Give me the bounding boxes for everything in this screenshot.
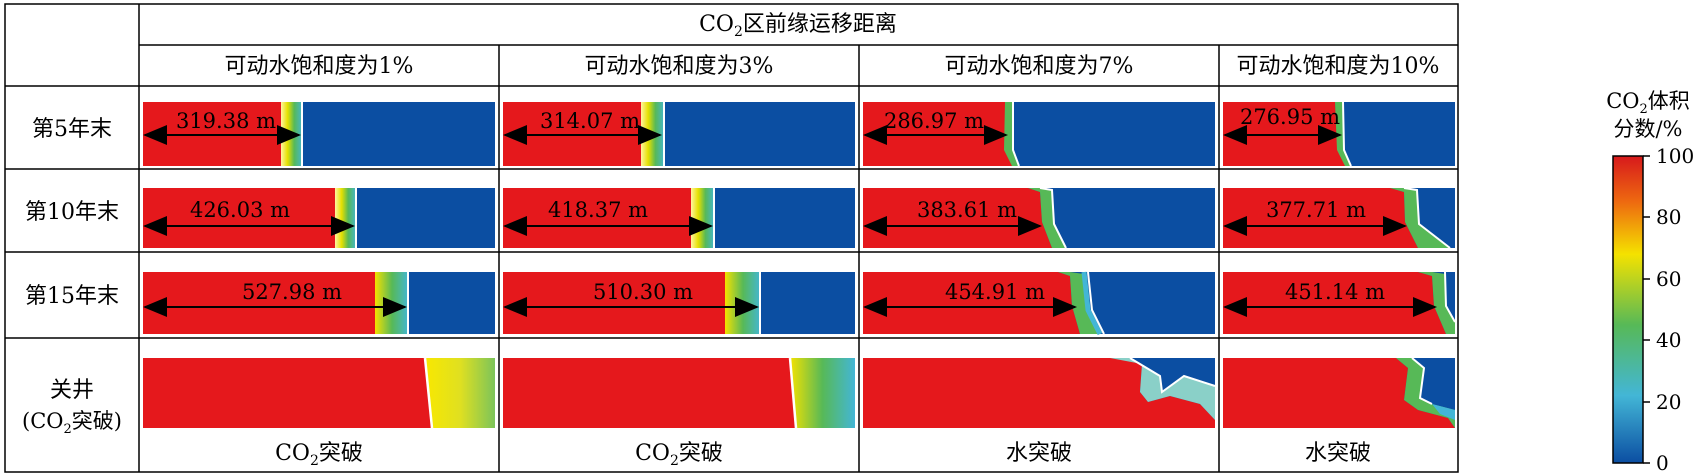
- row-label-year5: 第5年末: [32, 117, 112, 142]
- row-label-year10: 第10年末: [25, 200, 119, 225]
- column-header-3: 可动水饱和度为7%: [945, 54, 1134, 79]
- colorbar-tick-60: 60: [1656, 267, 1681, 291]
- main-header: CO2区前缘运移距离: [699, 12, 897, 40]
- table-grid: [4, 3, 1459, 473]
- panel-r2-c3: [863, 187, 1215, 249]
- distance-label-r3-c1: 527.98 m: [242, 280, 342, 304]
- distance-label-r1-c3: 286.97 m: [884, 109, 984, 133]
- distance-label-r2-c4: 377.71 m: [1266, 198, 1366, 222]
- breakthrough-label-c1: CO2突破: [275, 441, 363, 469]
- breakthrough-label-c2: CO2突破: [635, 441, 723, 469]
- colorbar-tick-20: 20: [1656, 390, 1681, 414]
- colorbar-tick-100: 100: [1656, 144, 1694, 168]
- distance-label-r1-c4: 276.95 m: [1240, 105, 1340, 129]
- colorbar-tick-80: 80: [1656, 205, 1681, 229]
- panel-r4-c3: [863, 357, 1216, 428]
- panel-r4-c1: [143, 357, 495, 429]
- column-header-1: 可动水饱和度为1%: [225, 54, 414, 79]
- distance-arrows: [143, 125, 1437, 317]
- distance-label-r3-c3: 454.91 m: [945, 280, 1045, 304]
- distance-label-r1-c1: 319.38 m: [176, 109, 276, 133]
- colorbar-scale: [1612, 155, 1644, 464]
- colorbar-tick-0: 0: [1656, 451, 1669, 475]
- colorbar: CO2体积 分数/% 100 80 60 40 20 0: [1606, 89, 1694, 475]
- colorbar-title-line1: CO2体积: [1606, 89, 1690, 117]
- colorbar-title-line2: 分数/%: [1613, 117, 1682, 141]
- row-label-shutin-line1: 关井: [50, 378, 94, 403]
- breakthrough-labels: CO2突破 CO2突破 水突破 水突破: [275, 441, 1371, 469]
- distance-label-r1-c2: 314.07 m: [540, 109, 640, 133]
- colorbar-tick-40: 40: [1656, 328, 1681, 352]
- column-header-2: 可动水饱和度为3%: [585, 54, 774, 79]
- breakthrough-label-c3: 水突破: [1006, 441, 1072, 466]
- panel-r4-c4: [1223, 357, 1455, 428]
- colorbar-ticks: [1643, 155, 1650, 464]
- row-label-year15: 第15年末: [25, 284, 119, 309]
- column-header-4: 可动水饱和度为10%: [1237, 54, 1440, 79]
- distance-label-r3-c2: 510.30 m: [593, 280, 693, 304]
- distance-label-r2-c3: 383.61 m: [917, 198, 1017, 222]
- row-label-shutin-line2: (CO2突破): [22, 409, 122, 437]
- distance-label-r2-c1: 426.03 m: [190, 198, 290, 222]
- distance-label-r3-c4: 451.14 m: [1285, 280, 1385, 304]
- distance-labels: 319.38 m 314.07 m 286.97 m 276.95 m 426.…: [176, 105, 1385, 304]
- breakthrough-label-c4: 水突破: [1305, 441, 1371, 466]
- distance-label-r2-c2: 418.37 m: [548, 198, 648, 222]
- panel-r4-c2: [503, 357, 855, 429]
